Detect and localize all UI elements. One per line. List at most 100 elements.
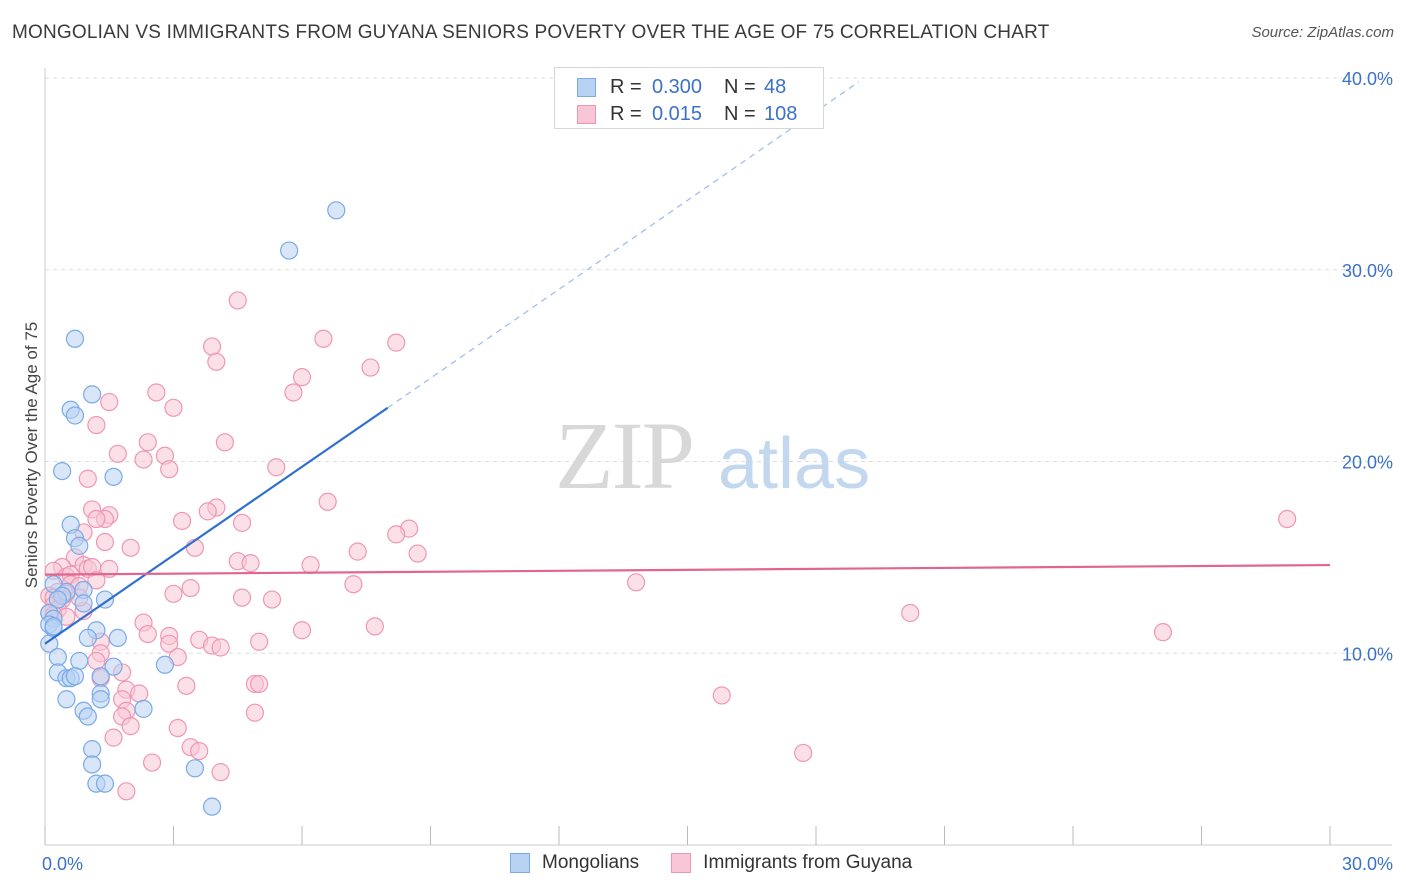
- chart-title: MONGOLIAN VS IMMIGRANTS FROM GUYANA SENI…: [12, 22, 1050, 43]
- series-legend: Mongolians Immigrants from Guyana: [510, 852, 944, 874]
- data-point-guyana: [130, 684, 149, 703]
- data-point-guyana: [147, 383, 166, 402]
- legend-r-value: 0.015: [651, 102, 702, 125]
- data-point-guyana: [181, 578, 200, 598]
- legend-swatch-guyana: [671, 853, 692, 873]
- data-point-guyana: [344, 575, 363, 594]
- data-point-guyana: [1153, 623, 1173, 642]
- data-point-guyana: [250, 632, 269, 651]
- legend-item-guyana[interactable]: Immigrants from Guyana: [671, 852, 912, 874]
- data-point-mongolians: [95, 774, 115, 793]
- data-point-mongolians: [185, 759, 205, 778]
- watermark-atlas: atlas: [718, 424, 870, 504]
- data-point-guyana: [712, 686, 731, 705]
- legend-r-label: R =: [610, 102, 642, 125]
- data-point-guyana: [387, 333, 406, 352]
- data-point-guyana: [245, 703, 264, 722]
- data-point-guyana: [228, 291, 247, 310]
- data-point-guyana: [232, 588, 252, 607]
- legend-n-label: N =: [724, 75, 756, 98]
- data-point-guyana: [87, 509, 106, 529]
- series-mongolians-points: [40, 201, 346, 816]
- data-point-mongolians: [83, 385, 102, 404]
- legend-swatch-blue: [577, 77, 596, 97]
- data-point-guyana: [207, 352, 226, 371]
- data-point-mongolians: [78, 628, 97, 648]
- data-point-guyana: [108, 444, 127, 463]
- data-point-guyana: [190, 741, 209, 761]
- y-tick-label: 20.0%: [1342, 453, 1393, 473]
- data-point-guyana: [292, 368, 312, 387]
- data-point-guyana: [250, 674, 269, 694]
- data-point-guyana: [142, 753, 162, 772]
- data-point-mongolians: [65, 406, 85, 425]
- legend-swatch-mongolians: [510, 853, 530, 873]
- x-tick-label: 30.0%: [1342, 854, 1393, 874]
- x-tick-label: 0.0%: [42, 854, 83, 874]
- legend-item-mongolians[interactable]: Mongolians: [510, 852, 639, 874]
- series-guyana-points: [40, 291, 1297, 801]
- data-point-guyana: [177, 676, 196, 695]
- y-tick-label: 40.0%: [1342, 69, 1393, 89]
- legend-n-label: N =: [724, 102, 756, 125]
- tick-labels: 10.0% 20.0% 30.0% 40.0% 0.0% 30.0%: [42, 69, 1393, 874]
- data-point-guyana: [301, 555, 320, 575]
- legend-label-mongolians: Mongolians: [542, 852, 640, 873]
- watermark-zip: ZIP: [555, 402, 693, 509]
- data-point-guyana: [794, 743, 813, 763]
- data-point-mongolians: [83, 740, 102, 759]
- data-point-mongolians: [74, 594, 93, 613]
- legend-r-label: R =: [610, 75, 642, 98]
- data-point-guyana: [100, 392, 119, 412]
- legend-label-guyana: Immigrants from Guyana: [703, 852, 913, 873]
- data-point-guyana: [292, 621, 312, 640]
- legend-n-value: 108: [764, 102, 798, 125]
- data-point-guyana: [365, 617, 384, 636]
- data-point-mongolians: [78, 707, 97, 726]
- data-point-mongolians: [48, 647, 67, 667]
- legend-swatch-pink: [577, 104, 596, 124]
- data-point-mongolians: [155, 655, 175, 674]
- data-point-guyana: [87, 571, 106, 590]
- data-point-mongolians: [95, 590, 115, 609]
- data-point-guyana: [168, 718, 187, 738]
- axes: [44, 68, 1392, 846]
- data-point-guyana: [211, 638, 230, 657]
- data-point-mongolians: [91, 690, 110, 709]
- data-point-guyana: [626, 573, 646, 592]
- data-point-mongolians: [70, 651, 89, 671]
- data-point-guyana: [121, 717, 140, 736]
- data-point-guyana: [138, 624, 157, 644]
- data-point-guyana: [164, 398, 183, 417]
- data-point-guyana: [408, 544, 427, 563]
- data-point-guyana: [215, 433, 234, 452]
- data-point-guyana: [172, 511, 192, 531]
- data-point-guyana: [87, 415, 106, 435]
- data-point-guyana: [348, 542, 367, 561]
- data-point-guyana: [262, 590, 282, 609]
- legend-row-guyana: R = 0.015 N = 108: [577, 102, 797, 126]
- data-point-guyana: [284, 383, 303, 402]
- data-point-guyana: [95, 532, 115, 552]
- data-point-guyana: [361, 358, 380, 377]
- trend-line-mongolians: [44, 406, 389, 645]
- data-point-mongolians: [134, 699, 153, 718]
- y-tick-label: 30.0%: [1342, 261, 1393, 281]
- legend-r-value: 0.300: [651, 75, 702, 98]
- legend-row-mongolians: R = 0.300 N = 48: [577, 75, 786, 99]
- data-point-mongolians: [70, 536, 89, 555]
- data-point-guyana: [160, 460, 179, 479]
- data-point-guyana: [202, 337, 222, 356]
- data-point-guyana: [87, 651, 106, 671]
- trend-line-guyana: [44, 563, 1331, 576]
- data-point-mongolians: [327, 201, 346, 220]
- legend-n-value: 48: [764, 75, 787, 98]
- data-point-mongolians: [65, 329, 85, 348]
- data-point-guyana: [318, 492, 337, 511]
- data-point-guyana: [901, 603, 920, 623]
- data-point-guyana: [387, 525, 406, 544]
- data-point-guyana: [104, 728, 123, 747]
- data-point-mongolians: [91, 667, 110, 686]
- data-point-mongolians: [48, 590, 67, 609]
